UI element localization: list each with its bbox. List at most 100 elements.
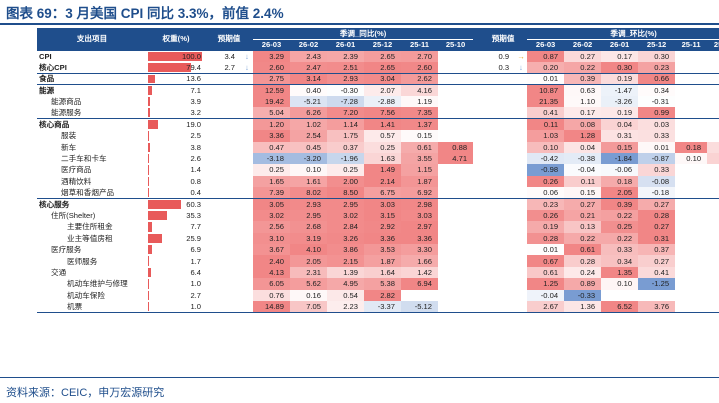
weight-cell: 60.3	[147, 197, 205, 210]
yoy-value-25-10	[438, 210, 473, 221]
arrow-empty	[515, 118, 528, 131]
table-row: 新车 3.8 0.47 0.45 0.37 0.25 0.61 0.88 0.10 0.04 0.1…	[37, 141, 719, 153]
mom-value-26-03: 0.23	[527, 197, 565, 210]
yoy-value-25-12: 6.75	[364, 187, 401, 199]
column-gap	[473, 72, 480, 85]
weight-cell: 6.9	[147, 244, 205, 255]
mom-value-25-10	[707, 187, 719, 198]
mom-value-25-10	[707, 164, 719, 175]
mom-value-26-03: -0.42	[527, 152, 565, 165]
yoy-value-25-11: 2.70	[401, 49, 438, 62]
arrow-empty	[515, 176, 527, 187]
yoy-value-26-01: 2.39	[327, 49, 364, 62]
weight-value: 3.9	[190, 97, 201, 107]
column-gap	[473, 49, 480, 62]
mom-value-25-10	[707, 267, 719, 278]
yoy-value-25-11: 1.87	[401, 175, 438, 188]
weight-bar	[148, 142, 151, 152]
mom-value-25-10	[707, 290, 719, 301]
table-row: 机动车保险 2.7 0.76 0.16 0.54 2.82 -0.04 -0.33	[37, 289, 719, 301]
mom-value-25-11: 0.18	[675, 141, 708, 153]
weight-cell: 79.4	[147, 62, 205, 73]
yoy-value-25-11: 1.42	[401, 266, 438, 279]
forecast-yoy	[205, 197, 241, 210]
weight-bar	[148, 86, 152, 95]
mom-value-25-12: -0.31	[638, 95, 676, 108]
yoy-value-26-03: 1.20	[253, 118, 290, 131]
month-header-mom-25-10: 25-10	[707, 39, 719, 51]
arrow-empty	[515, 72, 528, 85]
yoy-value-26-01: 2.95	[327, 197, 364, 210]
yoy-value-25-10	[438, 300, 474, 313]
arrow-empty	[515, 164, 527, 175]
yoy-value-26-01: 2.23	[327, 300, 364, 313]
weight-bar	[148, 256, 149, 266]
row-label: 业主等值房租	[67, 233, 113, 243]
yoy-value-25-10	[438, 62, 473, 73]
weight-bar	[148, 120, 159, 130]
mom-value-26-01: 0.18	[601, 175, 639, 188]
mom-value-25-12: 0.27	[638, 197, 676, 210]
weight-cell: 2.5	[147, 130, 205, 141]
row-label: 食品	[37, 72, 147, 85]
mom-value-25-12: -0.08	[638, 175, 676, 188]
yoy-value-26-03: 3.29	[253, 49, 290, 62]
mom-value-26-01: 0.25	[601, 221, 639, 233]
yoy-value-26-03: 7.39	[253, 187, 290, 199]
forecast-yoy	[205, 187, 241, 198]
month-header-yoy-26-01: 26-01	[327, 39, 364, 51]
mom-value-26-03: 0.20	[527, 61, 565, 74]
row-label: 服装	[61, 131, 77, 141]
mom-value-25-10	[707, 210, 719, 221]
weight-value: 60.3	[186, 199, 201, 209]
mom-value-26-02: 0.15	[564, 187, 602, 199]
weight-bar	[148, 199, 181, 209]
arrow-empty	[241, 278, 253, 289]
row-label: 烟草和香烟产品	[61, 188, 115, 198]
yoy-value-26-01: 0.37	[327, 141, 364, 153]
yoy-value-26-02: -5.21	[290, 95, 327, 108]
mom-value-26-03: 10.87	[527, 84, 565, 96]
weight-bar	[148, 301, 149, 311]
yoy-value-26-02: 7.05	[290, 300, 327, 313]
yoy-value-26-02: 6.26	[290, 107, 327, 119]
yoy-value-25-11: 3.30	[401, 244, 438, 256]
arrow-empty	[515, 267, 527, 278]
yoy-value-25-12: 5.38	[364, 278, 401, 290]
yoy-value-25-12: 3.15	[364, 209, 401, 222]
yoy-value-25-10	[438, 255, 473, 266]
forecast-yoy	[205, 176, 241, 187]
forecast-mom	[479, 176, 515, 187]
forecast-yoy	[205, 164, 241, 175]
mom-value-26-02: 0.11	[564, 175, 602, 188]
mom-value-26-01: 1.35	[601, 266, 639, 279]
yoy-value-26-02: 0.45	[290, 141, 327, 153]
mom-value-26-02: -0.38	[564, 152, 602, 165]
table-row: 机票 1.0 14.89 7.05 2.23 -3.37 -5.12 2.67 1.36 6.52…	[37, 300, 719, 313]
month-header-mom-25-11: 25-11	[675, 39, 708, 51]
yoy-value-25-12: 2.07	[364, 84, 401, 96]
weight-cell: 3.9	[147, 96, 205, 107]
mom-value-26-03: 0.61	[527, 266, 565, 279]
mom-value-25-11	[675, 49, 708, 62]
forecast-yoy: 3.4	[205, 49, 241, 62]
yoy-value-25-12: 3.53	[364, 244, 401, 256]
weight-cell: 2.7	[147, 290, 205, 301]
weight-cell: 1.7	[147, 255, 205, 266]
yoy-value-26-03: 2.40	[253, 255, 290, 267]
arrow-empty	[241, 197, 253, 210]
yoy-value-26-03: 12.59	[253, 84, 290, 96]
mom-value-26-01: 0.22	[601, 209, 639, 222]
yoy-value-26-02: 2.31	[290, 266, 327, 279]
yoy-value-25-11: 3.55	[401, 152, 438, 165]
yoy-value-25-11: -5.12	[401, 300, 438, 313]
arrow-empty	[241, 187, 253, 198]
weight-value: 3.8	[190, 142, 201, 152]
table-row: 二手车和卡车 2.6 -3.18 -3.20 -1.96 1.63 3.55 4.71 -0.4…	[37, 152, 719, 165]
month-header-yoy-25-12: 25-12	[364, 39, 401, 51]
yoy-value-26-01: -0.30	[327, 84, 364, 96]
header-forecast-mom: 预期值	[479, 28, 528, 51]
row-label: 医疗商品	[61, 165, 92, 175]
mom-value-26-02: 1.10	[564, 95, 602, 108]
yoy-value-26-02: 4.10	[290, 244, 327, 256]
